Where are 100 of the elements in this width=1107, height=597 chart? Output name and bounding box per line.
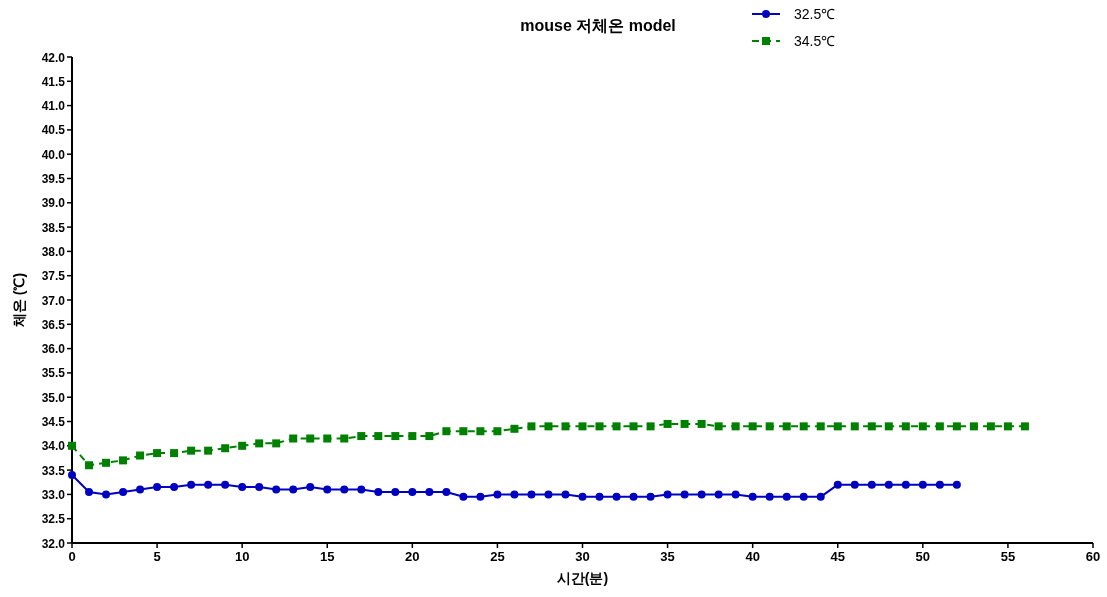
point (102, 458, 111, 467)
point (255, 483, 264, 492)
point (272, 439, 281, 448)
point (408, 487, 417, 496)
chart-title: mouse 저체온 model (520, 17, 676, 34)
y-tick-label: 42.0 (41, 50, 66, 65)
point (119, 487, 128, 496)
y-tick-label: 41.0 (41, 99, 66, 114)
point (884, 422, 893, 431)
point (442, 427, 451, 436)
point (714, 422, 723, 431)
x-tick-label: 0 (68, 549, 76, 564)
point (306, 434, 315, 443)
point (493, 490, 502, 499)
legend-label: 32.5℃ (794, 6, 836, 22)
y-tick-label: 39.0 (41, 196, 66, 211)
y-tick-label: 41.5 (41, 74, 66, 89)
point (391, 432, 400, 441)
x-tick-label: 60 (1085, 549, 1101, 564)
point (799, 492, 808, 501)
point (833, 480, 842, 489)
point (986, 422, 995, 431)
point (187, 480, 196, 489)
point (425, 432, 434, 441)
x-tick-label: 55 (1000, 549, 1016, 564)
y-tick-label: 35.0 (41, 390, 66, 405)
point (1020, 422, 1029, 431)
x-tick-label: 30 (575, 549, 590, 564)
point (374, 432, 383, 441)
point (170, 449, 179, 458)
point (459, 492, 468, 501)
point (731, 422, 740, 431)
point (918, 422, 927, 431)
point (578, 422, 587, 431)
point (153, 449, 162, 458)
point (476, 427, 485, 436)
point (85, 461, 94, 470)
point (493, 427, 502, 436)
y-tick-label: 32.5 (41, 512, 66, 527)
point (765, 422, 774, 431)
point (119, 456, 128, 465)
point (867, 422, 876, 431)
y-tick-label: 36.0 (41, 342, 66, 357)
point (867, 480, 876, 489)
point (391, 487, 400, 496)
point (799, 422, 808, 431)
x-tick-label: 10 (234, 549, 250, 564)
point (816, 492, 825, 501)
point (578, 492, 587, 501)
y-tick-label: 33.5 (41, 463, 66, 478)
point (901, 422, 910, 431)
point (714, 490, 723, 499)
point (782, 422, 791, 431)
point (663, 490, 672, 499)
point (68, 470, 76, 479)
point (204, 446, 213, 455)
point (136, 485, 145, 494)
x-tick-label: 40 (745, 549, 760, 564)
point (629, 492, 638, 501)
point (68, 441, 76, 450)
point (442, 487, 451, 496)
point (850, 480, 859, 489)
point (680, 419, 689, 428)
point (935, 422, 944, 431)
point (646, 422, 655, 431)
y-tick-label: 37.5 (41, 269, 66, 284)
point (238, 483, 247, 492)
point (612, 492, 621, 501)
x-tick-label: 45 (830, 549, 845, 564)
point (289, 434, 298, 443)
point (340, 485, 349, 494)
point (136, 451, 145, 460)
y-tick-label: 33.0 (41, 487, 66, 502)
y-tick-label: 32.0 (41, 536, 66, 551)
point (85, 487, 94, 496)
point (646, 492, 655, 501)
point (561, 490, 570, 499)
point (187, 446, 196, 455)
point (527, 422, 536, 431)
y-tick-label: 40.5 (41, 123, 66, 138)
point (1003, 422, 1012, 431)
point (544, 422, 553, 431)
point (816, 422, 825, 431)
point (612, 422, 621, 431)
x-tick-label: 20 (405, 549, 420, 564)
point (833, 422, 842, 431)
point (272, 485, 281, 494)
y-tick-label: 34.0 (41, 439, 66, 454)
point (340, 434, 349, 443)
point (765, 492, 774, 501)
point (476, 492, 485, 501)
point (408, 432, 417, 441)
point (323, 485, 332, 494)
y-tick-label: 38.0 (41, 244, 66, 259)
point (935, 480, 944, 489)
point (306, 483, 315, 492)
x-axis-title: 시간(분) (556, 570, 609, 586)
point (459, 427, 468, 436)
point (969, 422, 978, 431)
y-tick-label: 34.5 (41, 415, 66, 429)
